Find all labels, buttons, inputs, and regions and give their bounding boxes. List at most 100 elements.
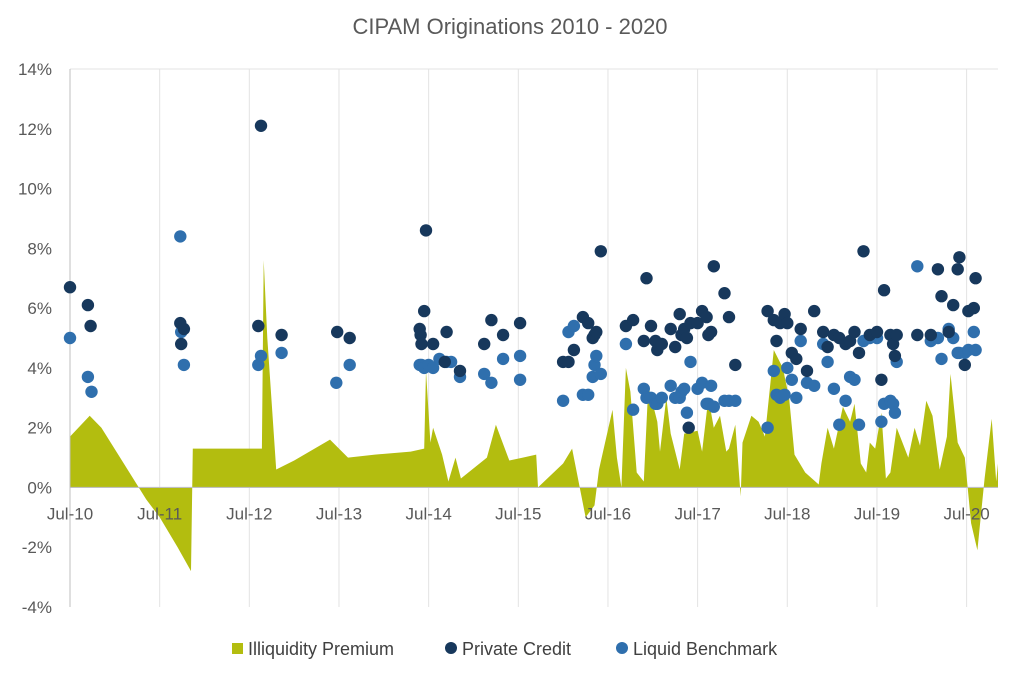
private-credit-point	[343, 331, 356, 345]
private-credit-point	[254, 119, 268, 132]
private-credit-point	[496, 328, 510, 342]
x-tick-label: Jul-19	[854, 504, 900, 523]
private-credit-point	[875, 373, 888, 386]
liquid-benchmark-point	[794, 334, 807, 348]
legend-label: Liquid Benchmark	[633, 639, 778, 659]
liquid-benchmark-point	[967, 325, 980, 339]
liquid-benchmark-point	[821, 355, 834, 369]
x-tick-label: Jul-13	[316, 504, 362, 523]
private-credit-point	[967, 301, 980, 315]
private-credit-point	[177, 322, 191, 336]
private-credit-point	[691, 316, 704, 330]
private-credit-point	[707, 260, 720, 273]
private-credit-point	[644, 319, 658, 333]
x-tick-label: Jul-18	[764, 504, 810, 523]
private-credit-point	[794, 322, 807, 336]
private-credit-point	[426, 337, 440, 351]
liquid-benchmark-point	[343, 358, 356, 372]
liquid-benchmark-point	[761, 421, 774, 434]
liquid-benchmark-point	[781, 361, 794, 375]
liquid-benchmark-point	[969, 343, 982, 357]
x-tick-labels: Jul-10 Jul-11 Jul-12 Jul-13 Jul-14 Jul-15 Jul-…	[47, 504, 990, 523]
private-credit-point	[562, 355, 575, 369]
liquid-benchmark-point	[626, 403, 640, 416]
private-credit-point	[81, 298, 95, 312]
private-credit-point	[275, 328, 288, 342]
x-tick-label: Jul-11	[137, 504, 182, 523]
legend-label: Illiquidity Premium	[248, 639, 394, 659]
private-credit-point	[947, 298, 960, 312]
private-credit-point	[419, 224, 433, 237]
liquid-benchmark-point	[254, 349, 268, 363]
liquid-benchmark-point	[839, 394, 852, 407]
liquid-benchmark-point	[556, 394, 570, 407]
liquid-benchmark-point	[513, 349, 527, 363]
liquid-benchmark-point	[790, 391, 803, 404]
private-credit-point	[331, 325, 344, 339]
liquid-benchmark-point	[808, 379, 821, 392]
liquid-benchmark-point	[833, 418, 846, 431]
liquid-benchmark-point	[496, 352, 510, 366]
private-credit-point	[808, 304, 821, 318]
private-credit-point	[704, 325, 718, 339]
liquid-benchmark-point	[582, 388, 595, 401]
legend-swatch	[232, 643, 243, 654]
private-credit-point	[594, 245, 607, 258]
private-credit-point	[673, 307, 686, 321]
liquid-benchmark-point	[330, 376, 343, 389]
liquid-benchmark-point	[704, 379, 718, 392]
private-credit-point	[870, 325, 884, 339]
liquid-benchmark-point	[85, 385, 98, 398]
y-tick-label: 10%	[18, 180, 52, 199]
legend-swatch	[445, 642, 457, 654]
private-credit-point	[655, 337, 668, 351]
liquid-benchmark-point	[590, 349, 603, 363]
liquid-benchmark-point	[619, 337, 633, 351]
private-credit-point	[958, 358, 971, 372]
liquid-benchmark-point	[680, 406, 694, 419]
private-credit-point	[718, 287, 731, 300]
private-credit-point	[63, 281, 77, 294]
y-tick-label: 6%	[27, 299, 52, 318]
liquid-benchmark-point	[911, 260, 924, 273]
x-tick-label: Jul-14	[405, 504, 451, 523]
private-credit-point	[582, 316, 595, 330]
liquid-benchmark-point	[778, 388, 791, 401]
private-credit-point	[790, 352, 803, 366]
private-credit-point	[800, 364, 814, 378]
private-credit-point	[857, 245, 870, 258]
y-tick-label: 4%	[27, 359, 52, 378]
private-credit-point	[415, 337, 428, 351]
liquid-benchmark-point	[664, 379, 677, 392]
x-tick-label: Jul-17	[674, 504, 720, 523]
liquid-benchmark-point	[785, 373, 798, 386]
private-credit-point	[821, 340, 834, 354]
liquid-benchmark-point	[81, 370, 95, 384]
y-tick-label: 12%	[18, 120, 52, 139]
private-credit-point	[478, 337, 491, 351]
private-credit-point	[485, 313, 498, 327]
private-credit-point	[852, 346, 866, 360]
liquid-benchmark-point	[426, 361, 440, 375]
y-tick-label: -2%	[22, 538, 52, 557]
y-tick-label: 0%	[27, 478, 52, 497]
private-credit-point	[700, 310, 713, 324]
liquid-benchmark-point	[678, 382, 691, 395]
private-credit-point	[781, 316, 794, 330]
private-credit-point	[729, 358, 742, 372]
liquid-benchmark-point	[684, 355, 697, 369]
private-credit-point	[848, 325, 861, 339]
private-credit-point	[438, 355, 451, 369]
y-tick-label: -4%	[22, 598, 52, 617]
private-credit-point	[924, 328, 937, 342]
liquid-benchmark-point	[275, 346, 288, 360]
liquid-benchmark-point	[827, 382, 841, 395]
private-credit-point	[513, 316, 527, 330]
legend: Illiquidity Premium Private Credit Liquid …	[232, 639, 778, 659]
liquid-benchmark-point	[177, 358, 191, 372]
legend-item-private-credit: Private Credit	[445, 639, 571, 659]
liquid-benchmark-point	[888, 406, 902, 419]
private-credit-point	[817, 325, 830, 339]
